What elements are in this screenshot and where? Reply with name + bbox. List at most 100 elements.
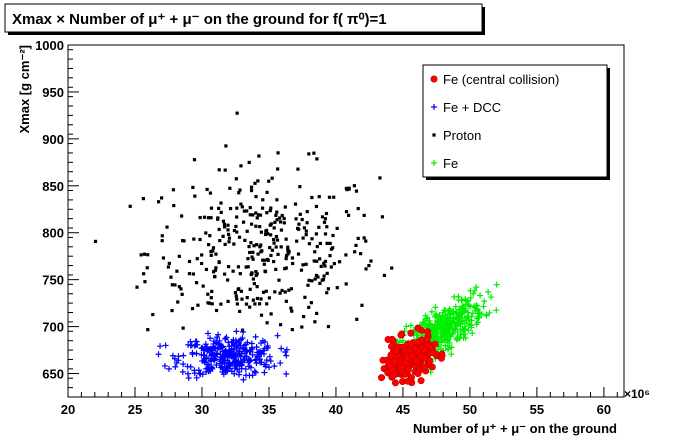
data-point [185,375,192,382]
data-point [226,362,233,369]
data-point [205,187,209,192]
data-point [438,328,445,335]
data-point [272,259,276,264]
data-point [277,360,284,367]
data-point [273,290,277,294]
x-tick-label: 60 [597,402,611,417]
data-point [261,339,268,346]
data-point [335,226,339,230]
title-box-shadow-bottom [8,32,485,35]
data-point [142,252,147,256]
data-point [274,332,281,339]
data-point [234,345,241,352]
data-point [248,250,252,255]
data-point [457,312,464,319]
data-point [430,336,437,343]
data-point [251,277,256,281]
data-point [236,265,241,269]
data-point [179,368,186,375]
title-box [4,3,483,33]
data-point [426,317,433,324]
data-point [287,250,291,254]
data-point [367,263,371,268]
data-point [329,265,333,269]
data-point [481,298,488,305]
data-point [268,209,272,213]
data-point [323,259,328,264]
data-point [180,361,187,368]
data-point [184,370,191,377]
data-point [167,261,171,266]
data-point [284,253,289,258]
data-point [269,233,273,237]
data-point [272,226,276,230]
data-point [284,299,288,303]
data-point [251,250,255,254]
data-point [235,302,239,306]
data-point [420,346,428,354]
data-point [266,353,273,360]
data-point [254,353,261,360]
data-point [219,352,226,359]
data-point [493,307,500,314]
x-tick-label: 25 [128,402,142,417]
data-point [232,242,236,246]
data-point [238,272,242,276]
data-point [298,185,302,189]
data-point [128,204,132,208]
data-point [412,356,420,364]
data-point [286,252,290,256]
data-point [347,187,351,191]
data-point [430,326,437,333]
legend: Fe (central collision) Fe + DCC Proton Fe [422,64,610,180]
data-point [258,245,262,249]
data-point [191,185,195,190]
data-point [462,296,469,303]
data-point [477,292,484,299]
data-point [270,176,274,180]
data-point [392,347,400,355]
data-point [408,341,416,349]
data-point [315,259,319,263]
data-point [352,184,356,188]
data-point [469,330,476,337]
data-point [434,317,441,324]
data-point [318,241,322,246]
data-point [261,258,265,262]
data-point [213,361,220,368]
data-point [314,232,318,236]
data-point [295,239,299,243]
data-point [256,213,260,217]
data-point [391,379,399,387]
y-tick-label: 950 [42,85,64,100]
data-point [227,240,231,244]
data-point [156,200,161,204]
data-point [323,264,327,268]
legend-label: Fe + DCC [443,100,501,115]
data-point [260,206,265,210]
data-point [344,186,349,190]
data-point [249,185,254,189]
data-point [211,270,216,274]
data-point [474,315,481,322]
data-point [274,267,278,271]
data-point [169,352,176,359]
data-point [208,234,212,238]
plot-marks [93,111,500,387]
data-point [211,249,215,253]
data-point [247,160,251,165]
data-point [364,239,368,243]
data-point [239,202,243,206]
data-point [279,245,283,249]
data-point [209,296,213,300]
data-point [227,236,232,240]
data-point [237,287,241,291]
data-point [273,220,277,224]
data-point [266,364,273,371]
data-point [397,331,405,339]
data-point [283,267,287,271]
data-point [269,222,273,226]
data-point [453,336,460,343]
data-point [261,198,265,202]
data-point [143,280,147,284]
